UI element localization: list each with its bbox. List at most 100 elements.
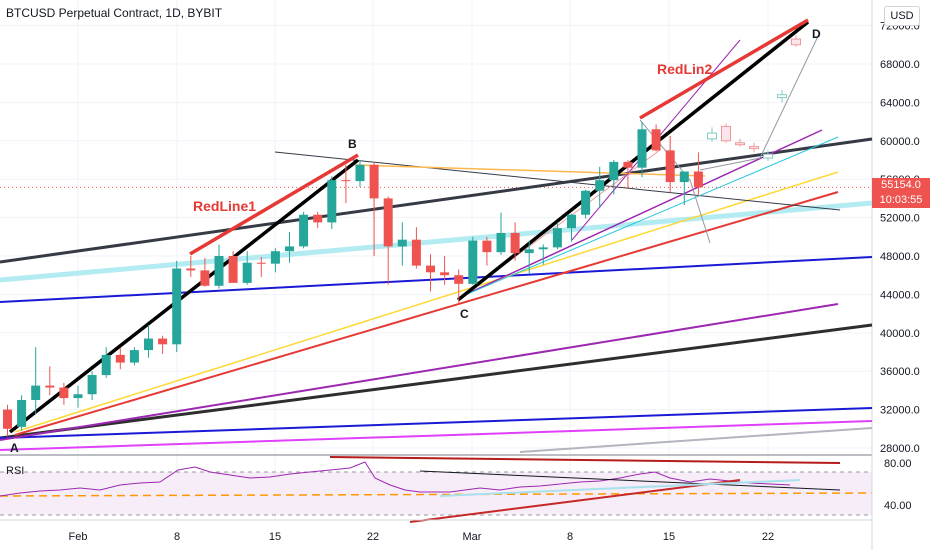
projected-candle-body [707,132,717,140]
magenta-line [0,420,873,451]
candle-body [256,262,266,264]
red-support-line [14,191,839,436]
candle-body [581,190,591,215]
label-c: C [460,307,469,321]
candle-body [144,338,153,351]
price-tick-label: 40000.0 [880,328,920,340]
countdown-tag: 10:03:55 [872,193,930,208]
cyan-fan-line [457,136,839,299]
candle-body [17,400,27,427]
candle-body [595,180,605,191]
currency-button[interactable]: USD [884,6,920,26]
orange-line [354,164,706,177]
candle-body [158,338,168,345]
projected-candle-body [763,153,773,159]
candle-body [482,240,492,253]
label-b: B [348,137,357,151]
candle-body [299,214,309,247]
purple-line-long [0,303,839,441]
time-tick-label: 15 [269,531,281,543]
projected-candle-body [735,142,745,146]
candle-body [538,247,548,250]
candle-body [355,164,365,182]
yellow-line [14,171,839,433]
time-tick-label: 22 [762,531,774,543]
rsi-band [0,472,872,515]
rsi-indicator-label[interactable]: RSI [6,465,25,477]
rsi-tick-label: 40.00 [884,500,912,512]
candle-body [172,268,182,345]
candle-body [327,180,337,223]
redlin2 [639,18,809,120]
candlestick-series [3,121,703,437]
candle-body [510,232,520,254]
rsi-trendline-mid [419,470,841,491]
wave-labels: A B C D RedLine1 RedLin2 [10,27,821,455]
chart-title: BTCUSD Perpetual Contract, 1D, BYBIT [6,6,223,20]
time-tick-label: Mar [463,531,482,543]
candle-body [383,198,393,247]
candle-body [397,239,407,247]
wave-a-b [8,158,360,434]
candle-body [496,232,506,253]
candle-body [552,228,562,248]
blue-line-upper [0,256,873,303]
candle-body [651,129,661,151]
price-tick-label: 68000.0 [880,59,920,71]
label-a: A [10,441,19,455]
candle-body [200,270,210,286]
dark-channel-bottom [0,323,873,440]
candle-body [524,249,534,254]
label-redlin2: RedLin2 [657,61,712,77]
blue-line-lower [0,407,873,439]
candle-body [454,275,464,284]
pattern-line-up [699,31,821,171]
candle-body [45,385,55,388]
projected-candle-body [791,38,801,46]
candle-body [3,409,12,429]
candle-body [129,350,139,363]
redline1 [189,153,359,256]
candle-body [468,240,478,284]
label-redline1: RedLine1 [193,198,256,214]
rsi-tick-label: 80.00 [884,458,912,470]
time-tick-label: 22 [367,531,379,543]
candle-body [665,150,675,183]
chart-grid [0,0,872,520]
current-price-tag: 55154.0 [872,178,930,193]
time-tick-label: 8 [174,531,180,543]
candle-body [73,394,83,399]
candle-body [242,262,252,283]
projected-candle-body [749,146,759,150]
candle-body [440,272,450,276]
price-tick-label: 72000.0 [880,21,920,33]
projected-candles [707,35,801,161]
candle-body [411,239,421,266]
rsi-trendline-top [329,456,841,464]
candle-body [567,214,576,229]
projected-candle-body [721,125,731,142]
candle-body [693,171,703,188]
rsi-line [0,461,791,497]
candle-body [285,246,294,252]
rsi-panel [0,456,873,523]
price-tick-label: 48000.0 [880,251,920,263]
price-tick-label: 52000.0 [880,213,920,225]
candle-body [115,354,125,363]
candle-body [609,161,619,181]
gray-line [519,427,873,453]
price-tick-label: 60000.0 [880,136,920,148]
time-tick-label: 15 [663,531,675,543]
price-tick-label: 44000.0 [880,289,920,301]
candle-body [186,268,196,271]
candle-body [426,265,435,273]
candle-body [101,354,111,376]
price-tick-label: 32000.0 [880,405,920,417]
rsi-trendline-cyan [439,479,801,497]
rsi-trendline-bottom [409,479,741,523]
candle-body [59,387,69,399]
time-tick-label: 8 [567,531,573,543]
projected-candle-body [777,94,787,99]
candle-body [623,161,633,168]
